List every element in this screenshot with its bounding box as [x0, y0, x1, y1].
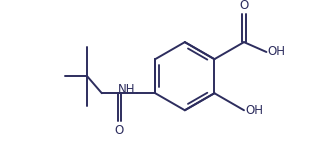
Text: NH: NH: [118, 83, 135, 96]
Text: OH: OH: [245, 104, 263, 117]
Text: O: O: [115, 124, 124, 137]
Text: OH: OH: [268, 45, 286, 59]
Text: O: O: [239, 0, 249, 12]
